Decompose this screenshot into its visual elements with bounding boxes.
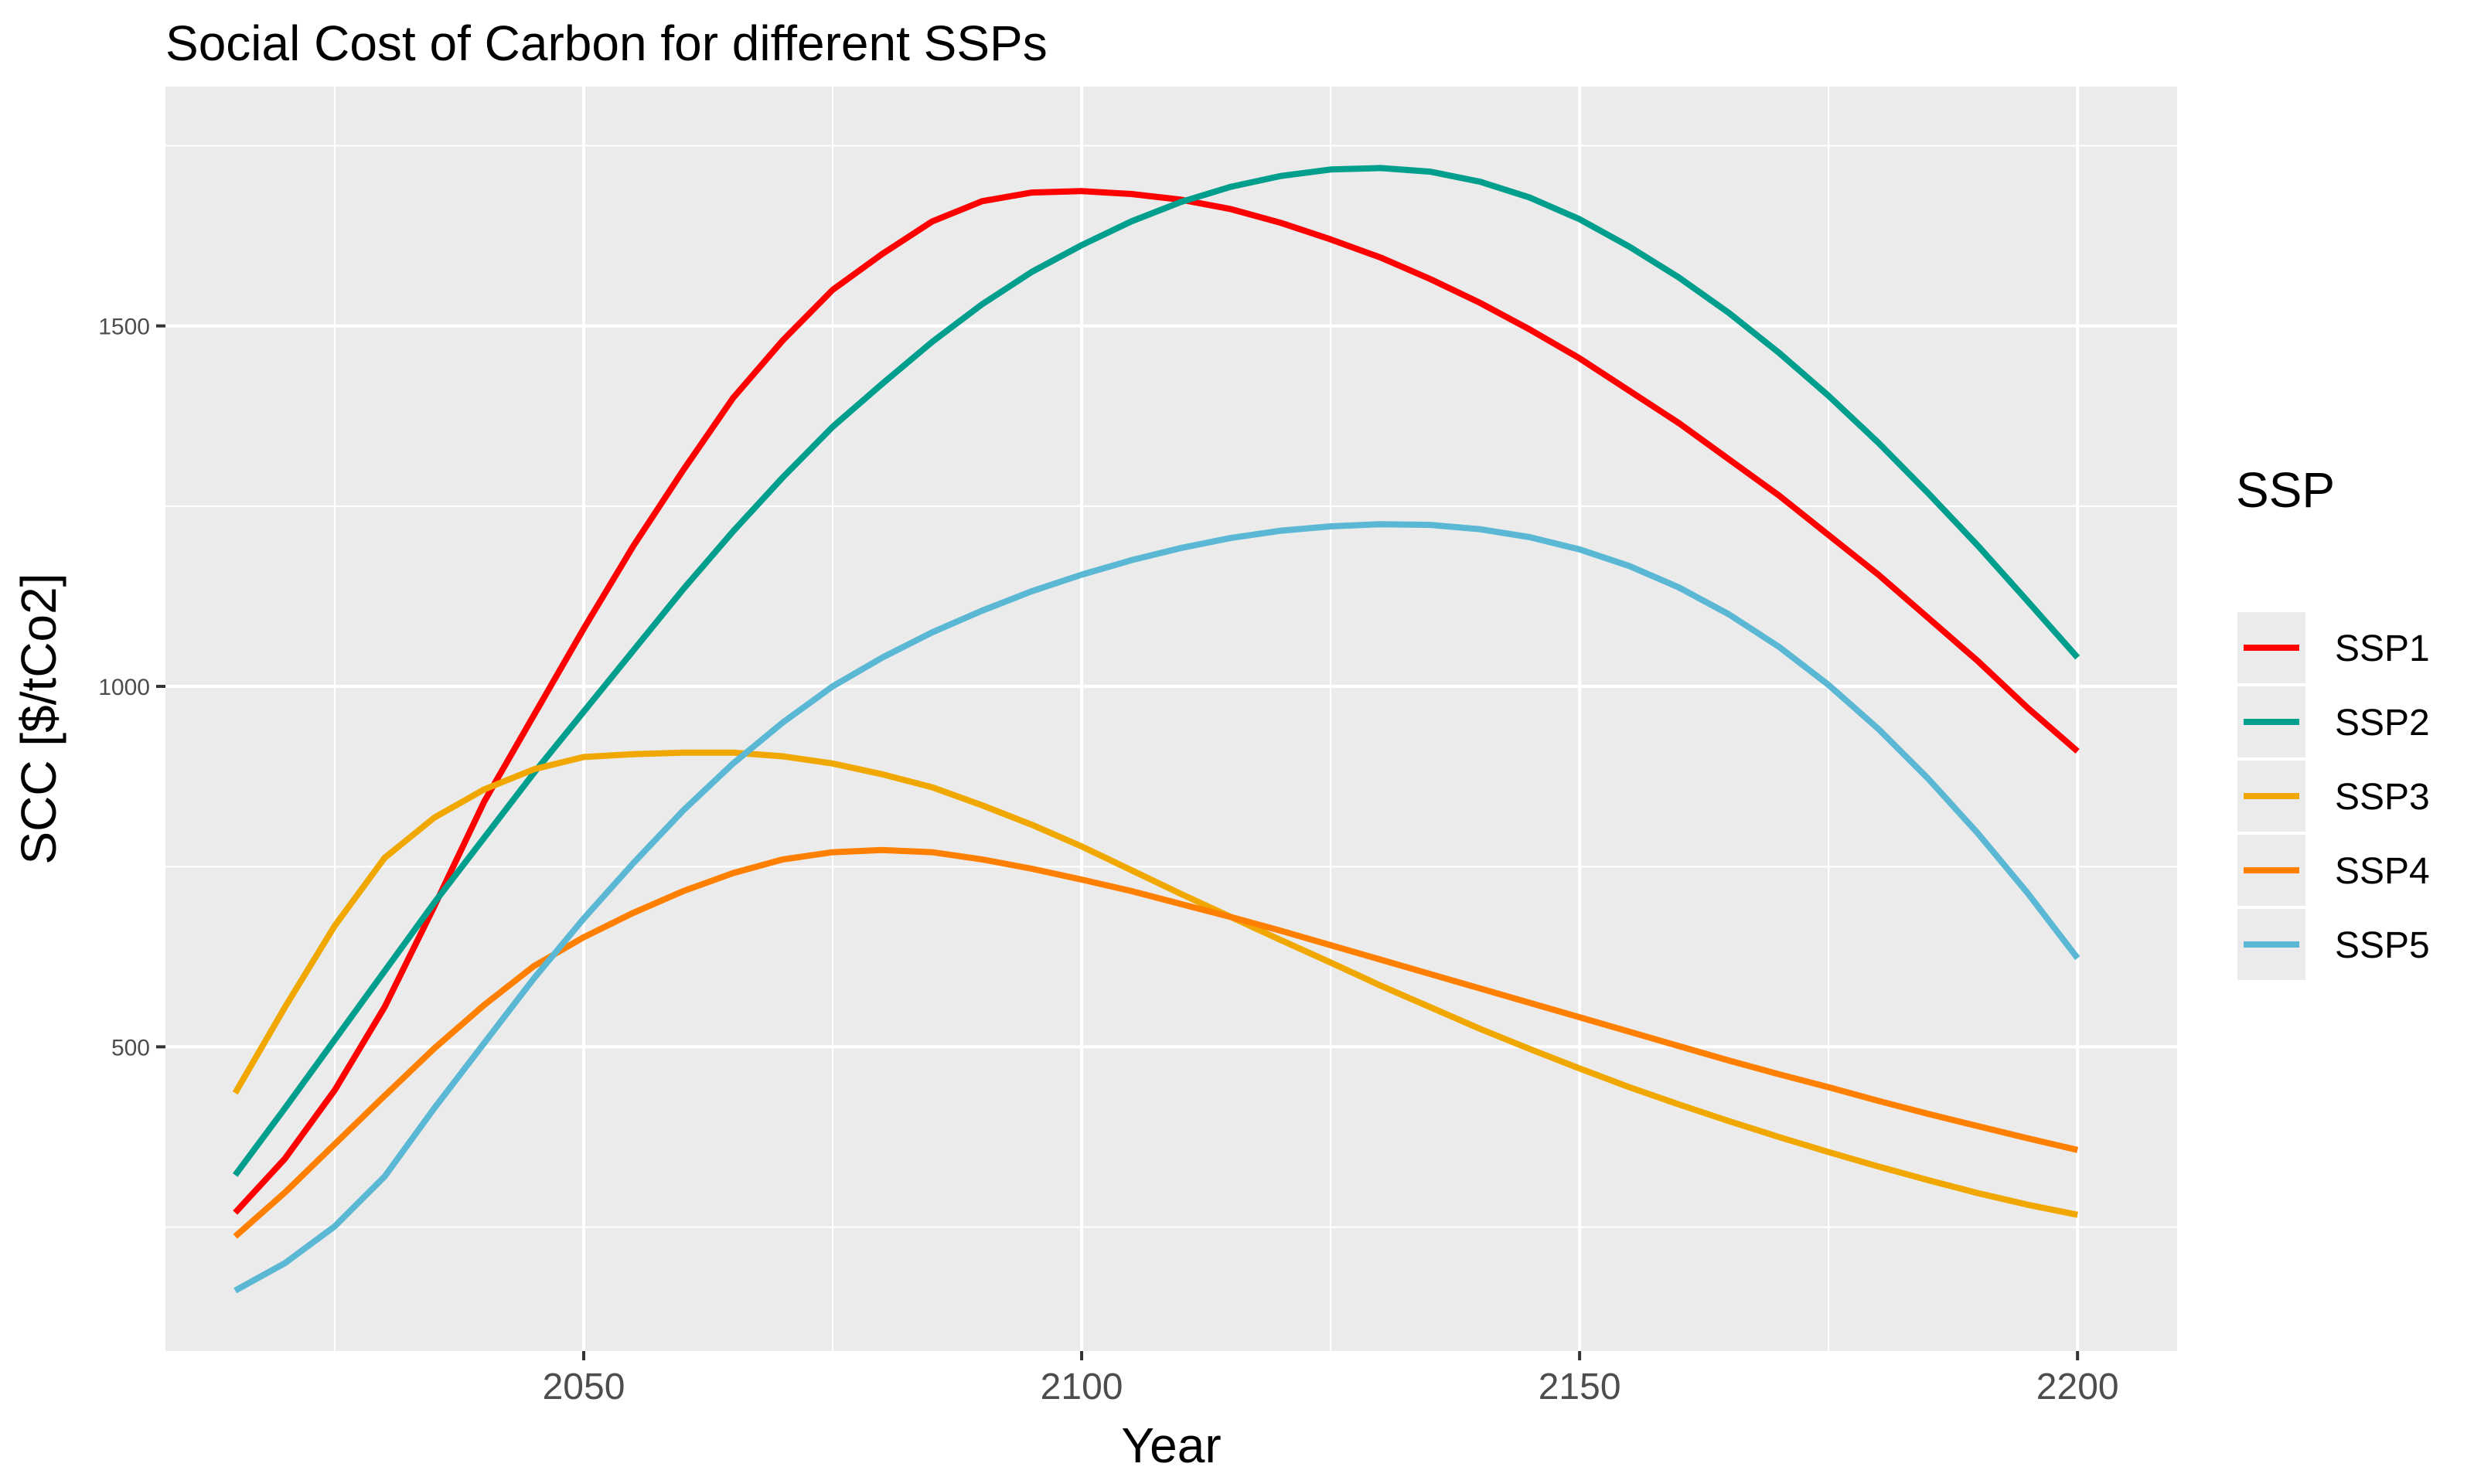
legend: SSP1 SSP2 SSP3 SSP4 SSP5 bbox=[2234, 609, 2430, 983]
x-tick-label: 2050 bbox=[543, 1367, 625, 1407]
series-line-ssp4 bbox=[233, 846, 2079, 1239]
y-tick-label: 1500 bbox=[98, 315, 150, 340]
y-tick-label: 500 bbox=[111, 1035, 150, 1060]
legend-label: SSP5 bbox=[2335, 925, 2430, 966]
legend-item-ssp1: SSP1 bbox=[2234, 609, 2430, 686]
x-tick-label: 2100 bbox=[1041, 1367, 1123, 1407]
x-axis-ticks: 2050 2100 2150 2200 bbox=[543, 1351, 2119, 1407]
legend-item-ssp2: SSP2 bbox=[2234, 683, 2430, 761]
series-line-ssp3 bbox=[232, 749, 2078, 1218]
legend-label: SSP1 bbox=[2335, 628, 2430, 669]
minor-gridlines bbox=[165, 87, 2177, 1351]
legend-item-ssp3: SSP3 bbox=[2234, 757, 2430, 835]
series-line-ssp5 bbox=[233, 521, 2080, 1294]
y-tick-label: 1000 bbox=[98, 675, 150, 700]
legend-item-ssp5: SSP5 bbox=[2234, 906, 2430, 983]
legend-title: SSP bbox=[2236, 462, 2335, 518]
x-axis-title: Year bbox=[1121, 1418, 1221, 1473]
legend-item-ssp4: SSP4 bbox=[2234, 832, 2430, 909]
series-line-ssp1 bbox=[233, 188, 2080, 1215]
series-lines bbox=[232, 165, 2080, 1294]
legend-label: SSP3 bbox=[2335, 777, 2430, 818]
major-gridlines bbox=[165, 87, 2177, 1351]
y-axis-title: SCC [$/tCo2] bbox=[11, 573, 66, 864]
chart-title: Social Cost of Carbon for different SSPs bbox=[165, 15, 1048, 71]
x-tick-label: 2150 bbox=[1539, 1367, 1621, 1407]
legend-label: SSP4 bbox=[2335, 851, 2430, 892]
legend-label: SSP2 bbox=[2335, 703, 2430, 744]
series-line-ssp2 bbox=[232, 165, 2080, 1177]
plot-panel bbox=[165, 87, 2177, 1351]
y-axis-ticks: 500 1000 1500 bbox=[98, 315, 165, 1060]
x-tick-label: 2200 bbox=[2036, 1367, 2119, 1407]
